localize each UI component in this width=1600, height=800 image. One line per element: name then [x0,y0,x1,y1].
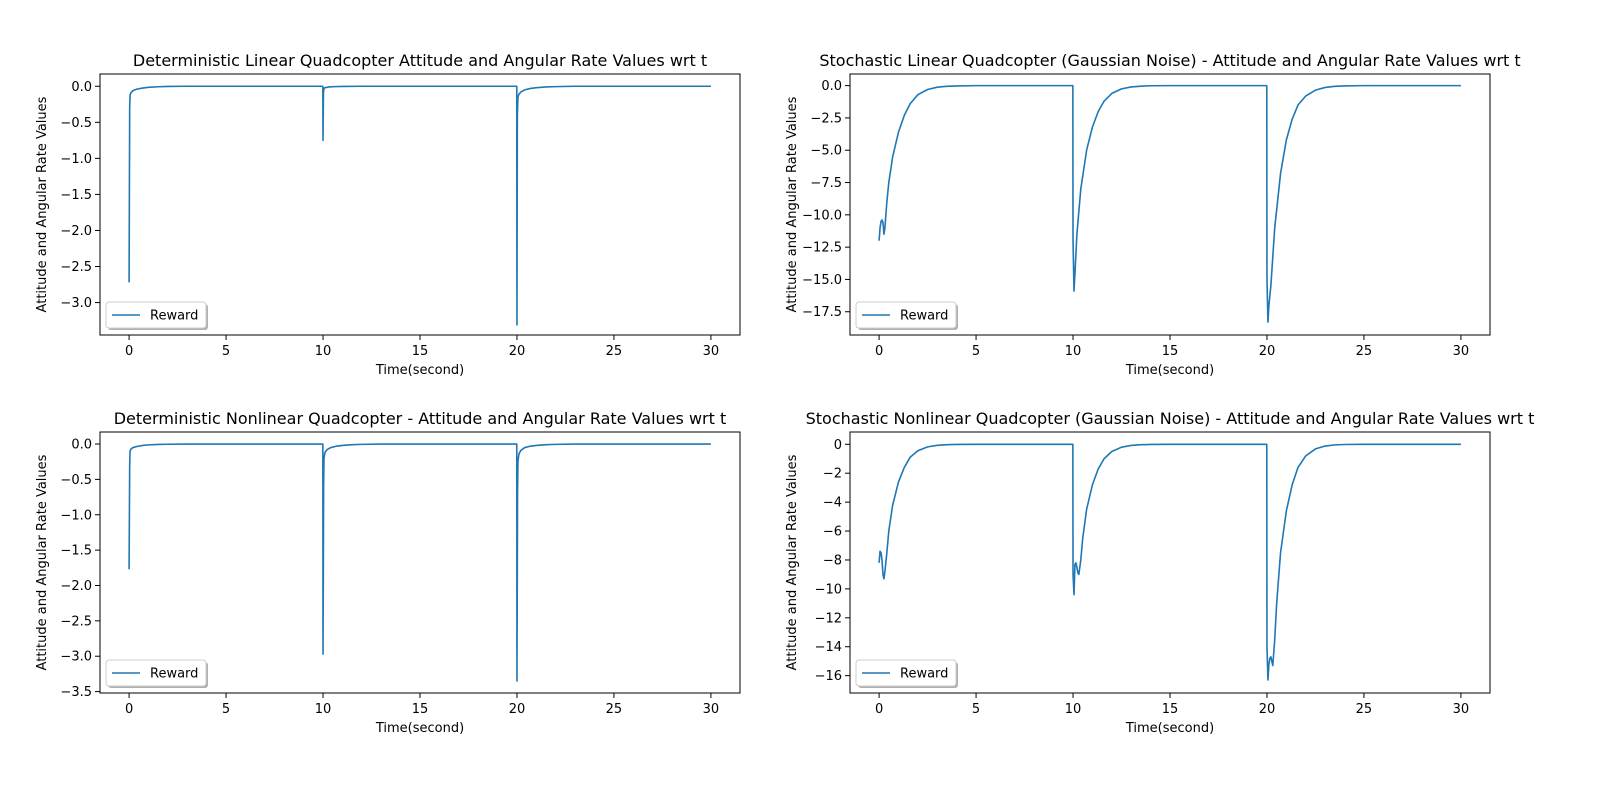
y-tick-label: −2.0 [60,579,92,594]
legend-label: Reward [900,667,948,682]
y-tick-label: −16 [815,669,842,684]
series-line-1 [878,84,1461,323]
y-tick-label: 0.0 [71,80,92,95]
y-tick-label: −1.0 [60,508,92,523]
y-tick-label: −17.5 [802,305,842,320]
y-tick-label: −6 [823,525,842,540]
y-tick-label: 0.0 [71,438,92,453]
x-tick-label: 5 [222,702,230,717]
legend-label: Reward [900,309,948,324]
x-tick-label: 0 [125,702,133,717]
chart-title: Deterministic Nonlinear Quadcopter - Att… [114,409,727,428]
x-axis-label: Time(second) [375,721,464,736]
x-tick-label: 15 [412,344,429,359]
legend-box [855,301,957,329]
x-tick-label: 0 [125,344,133,359]
y-tick-label: −8 [823,553,842,568]
y-tick-label: −7.5 [810,176,842,191]
x-tick-label: 15 [1162,702,1179,717]
x-tick-label: 20 [1259,702,1276,717]
y-tick-label: 0 [834,438,842,453]
y-tick-label: −2.5 [810,111,842,126]
y-tick-label: −14 [815,640,842,655]
legend-label: Reward [150,667,198,682]
y-tick-label: −12 [815,611,842,626]
x-tick-label: 0 [875,702,883,717]
series-line-1 [878,443,1461,681]
y-tick-label: −2.5 [60,260,92,275]
y-tick-label: −5.0 [810,144,842,159]
axes-frame [99,73,741,336]
y-axis-label: Attitude and Angular Rate Values [785,454,800,670]
axes-frame [99,431,741,694]
y-axis-label: Attitude and Angular Rate Values [35,96,50,312]
y-tick-label: −1.5 [60,544,92,559]
x-tick-label: 25 [1356,344,1373,359]
x-tick-label: 10 [1065,702,1082,717]
series-line-1 [128,443,711,682]
chart-title: Stochastic Linear Quadcopter (Gaussian N… [819,51,1520,70]
y-axis-label: Attitude and Angular Rate Values [785,96,800,312]
legend-box [105,659,207,687]
subplot-4: Stochastic Nonlinear Quadcopter (Gaussia… [785,409,1534,736]
y-tick-label: −12.5 [802,241,842,256]
x-tick-label: 20 [509,702,526,717]
x-axis-label: Time(second) [375,363,464,378]
y-tick-label: −15.0 [802,273,842,288]
chart-title: Stochastic Nonlinear Quadcopter (Gaussia… [806,409,1535,428]
x-tick-label: 10 [315,702,332,717]
x-tick-label: 30 [1453,702,1470,717]
x-tick-label: 30 [703,344,720,359]
x-tick-label: 20 [509,344,526,359]
y-tick-label: −3.5 [60,685,92,700]
x-tick-label: 25 [606,702,623,717]
x-tick-label: 5 [972,702,980,717]
x-tick-label: 15 [412,702,429,717]
axes-frame [849,73,1491,336]
y-tick-label: −1.5 [60,188,92,203]
x-tick-label: 10 [1065,344,1082,359]
y-tick-label: −2.0 [60,224,92,239]
x-tick-label: 0 [875,344,883,359]
legend: Reward [105,659,208,688]
y-tick-label: −10 [815,582,842,597]
y-tick-label: −4 [823,496,842,511]
subplot-1: Deterministic Linear Quadcopter Attitude… [35,51,741,378]
legend-box [855,659,957,687]
y-tick-label: −10.0 [802,208,842,223]
subplot-3: Deterministic Nonlinear Quadcopter - Att… [35,409,741,736]
x-tick-label: 25 [1356,702,1373,717]
y-axis-label: Attitude and Angular Rate Values [35,454,50,670]
x-tick-label: 5 [972,344,980,359]
x-axis-label: Time(second) [1125,363,1214,378]
x-tick-label: 30 [703,702,720,717]
legend: Reward [105,301,208,330]
y-tick-label: −2 [823,467,842,482]
legend-label: Reward [150,309,198,324]
x-tick-label: 20 [1259,344,1276,359]
subplot-2: Stochastic Linear Quadcopter (Gaussian N… [785,51,1521,378]
y-tick-label: −1.0 [60,152,92,167]
y-tick-label: −3.0 [60,296,92,311]
x-axis-label: Time(second) [1125,721,1214,736]
y-tick-label: −0.5 [60,116,92,131]
y-tick-label: −3.0 [60,650,92,665]
x-tick-label: 15 [1162,344,1179,359]
chart-title: Deterministic Linear Quadcopter Attitude… [133,51,707,70]
y-tick-label: −0.5 [60,473,92,488]
legend: Reward [855,659,958,688]
x-tick-label: 25 [606,344,623,359]
legend-box [105,301,207,329]
x-tick-label: 10 [315,344,332,359]
x-tick-label: 30 [1453,344,1470,359]
axes-frame [849,431,1491,694]
series-line-1 [128,85,711,326]
legend: Reward [855,301,958,330]
y-tick-label: −2.5 [60,614,92,629]
x-tick-label: 5 [222,344,230,359]
y-tick-label: 0.0 [821,79,842,94]
